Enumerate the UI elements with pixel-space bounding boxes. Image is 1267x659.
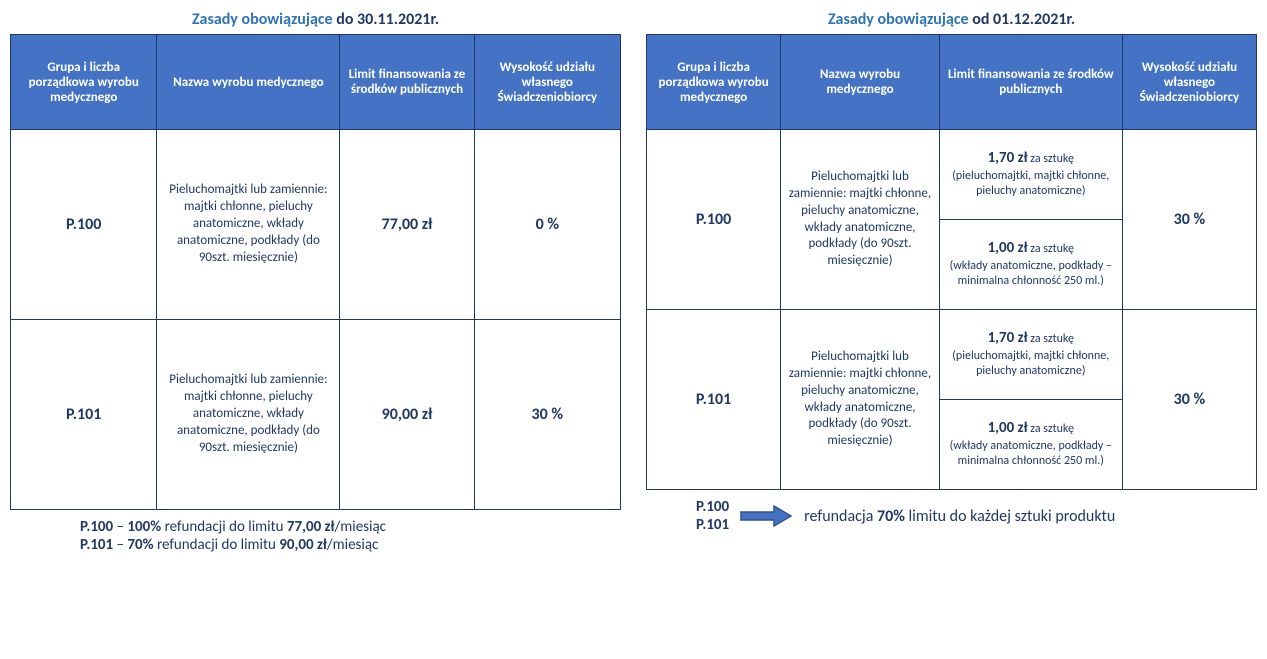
footer-before: P.100 – 100% refundacji do limitu 77,00 … bbox=[10, 518, 621, 554]
footer-pct: 70% bbox=[127, 536, 153, 554]
comparison-container: Zasady obowiązujące do 30.11.2021r. Grup… bbox=[10, 10, 1257, 554]
cell-code: P.100 bbox=[647, 130, 781, 310]
col-name: Nazwa wyrobu medycznego bbox=[781, 35, 940, 130]
note: (pieluchomajtki, majtki chłonne, pieluch… bbox=[952, 349, 1109, 379]
footer-pct: 100% bbox=[127, 518, 161, 536]
footer-line: P.100 – 100% refundacji do limitu 77,00 … bbox=[80, 518, 621, 536]
header-row: Grupa i liczba porządkowa wyrobu medyczn… bbox=[11, 35, 621, 130]
cell-own: 30 % bbox=[474, 320, 620, 510]
footer-line: P.101 – 70% refundacji do limitu 90,00 z… bbox=[80, 536, 621, 554]
footer-code: P.100 bbox=[696, 498, 729, 516]
panel-after: Zasady obowiązujące od 01.12.2021r. Grup… bbox=[646, 10, 1257, 554]
cell-desc: Pieluchomajtki lub zamiennie: majtki chł… bbox=[157, 320, 340, 510]
cell-own: 30 % bbox=[1122, 310, 1256, 490]
footer-text: refundacja 70% limitu do każdej sztuki p… bbox=[804, 507, 1115, 526]
footer-pct: 70% bbox=[877, 507, 905, 526]
col-own: Wysokość udziału własnego Świadczeniobio… bbox=[474, 35, 620, 130]
footer-code: P.101 bbox=[80, 536, 113, 554]
cell-desc: Pieluchomajtki lub zamiennie: majtki chł… bbox=[781, 310, 940, 490]
col-own: Wysokość udziału własnego Świadczeniobio… bbox=[1122, 35, 1256, 130]
title-date: do 30.11.2021r. bbox=[336, 10, 439, 29]
title-after: Zasady obowiązujące od 01.12.2021r. bbox=[646, 10, 1257, 29]
cell-own: 30 % bbox=[1122, 130, 1256, 310]
note: (wkłady anatomiczne, podkłady – minimaln… bbox=[950, 439, 1112, 469]
footer-code: P.101 bbox=[696, 516, 729, 534]
arrow-icon bbox=[739, 503, 794, 529]
table-row: P.101 Pieluchomajtki lub zamiennie: majt… bbox=[11, 320, 621, 510]
footer-after: P.100 P.101 refundacja 70% limitu do każ… bbox=[646, 498, 1257, 534]
price: 1,00 zł bbox=[988, 239, 1028, 257]
title-before: Zasady obowiązujące do 30.11.2021r. bbox=[10, 10, 621, 29]
table-after: Grupa i liczba porządkowa wyrobu medyczn… bbox=[646, 34, 1257, 490]
table-row: P.100 Pieluchomajtki lub zamiennie: majt… bbox=[11, 130, 621, 320]
cell-sublimit: 1,70 zł za sztukę (pieluchomajtki, majtk… bbox=[939, 130, 1122, 220]
cell-limit: 90,00 zł bbox=[340, 320, 474, 510]
footer-codes: P.100 P.101 bbox=[696, 498, 729, 534]
footer-val: 77,00 zł bbox=[287, 518, 335, 536]
col-limit: Limit finansowania ze środków publicznyc… bbox=[939, 35, 1122, 130]
panel-before: Zasady obowiązujące do 30.11.2021r. Grup… bbox=[10, 10, 621, 554]
table-row: P.101 Pieluchomajtki lub zamiennie: majt… bbox=[647, 310, 1257, 400]
title-prefix: Zasady obowiązujące bbox=[828, 10, 972, 29]
footer-code: P.100 bbox=[80, 518, 113, 536]
note: (wkłady anatomiczne, podkłady – minimaln… bbox=[950, 259, 1112, 289]
header-row: Grupa i liczba porządkowa wyrobu medyczn… bbox=[647, 35, 1257, 130]
col-group: Grupa i liczba porządkowa wyrobu medyczn… bbox=[11, 35, 157, 130]
cell-sublimit: 1,00 zł za sztukę (wkłady anatomiczne, p… bbox=[939, 220, 1122, 310]
cell-sublimit: 1,00 zł za sztukę (wkłady anatomiczne, p… bbox=[939, 400, 1122, 490]
footer-val: 90,00 zł bbox=[279, 536, 327, 554]
cell-desc: Pieluchomajtki lub zamiennie: majtki chł… bbox=[157, 130, 340, 320]
title-prefix: Zasady obowiązujące bbox=[192, 10, 336, 29]
price: 1,70 zł bbox=[988, 329, 1028, 347]
cell-code: P.100 bbox=[11, 130, 157, 320]
col-limit: Limit finansowania ze środków publicznyc… bbox=[340, 35, 474, 130]
col-name: Nazwa wyrobu medycznego bbox=[157, 35, 340, 130]
price: 1,00 zł bbox=[988, 419, 1028, 437]
cell-sublimit: 1,70 zł za sztukę (pieluchomajtki, majtk… bbox=[939, 310, 1122, 400]
cell-code: P.101 bbox=[647, 310, 781, 490]
table-before: Grupa i liczba porządkowa wyrobu medyczn… bbox=[10, 34, 621, 510]
cell-desc: Pieluchomajtki lub zamiennie: majtki chł… bbox=[781, 130, 940, 310]
cell-limit: 77,00 zł bbox=[340, 130, 474, 320]
price: 1,70 zł bbox=[988, 149, 1028, 167]
table-row: P.100 Pieluchomajtki lub zamiennie: majt… bbox=[647, 130, 1257, 220]
cell-own: 0 % bbox=[474, 130, 620, 320]
note: (pieluchomajtki, majtki chłonne, pieluch… bbox=[952, 169, 1109, 199]
col-group: Grupa i liczba porządkowa wyrobu medyczn… bbox=[647, 35, 781, 130]
title-date: od 01.12.2021r. bbox=[972, 10, 1075, 29]
cell-code: P.101 bbox=[11, 320, 157, 510]
